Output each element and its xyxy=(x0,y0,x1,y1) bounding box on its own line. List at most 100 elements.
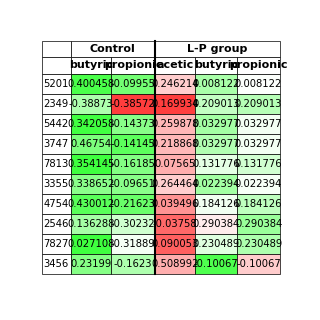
FancyBboxPatch shape xyxy=(195,254,237,274)
FancyBboxPatch shape xyxy=(111,194,155,214)
Text: 0.022394: 0.022394 xyxy=(235,179,282,189)
FancyBboxPatch shape xyxy=(71,74,111,94)
Text: 0.039496: 0.039496 xyxy=(151,199,198,209)
Text: -0.03758: -0.03758 xyxy=(153,219,197,229)
FancyBboxPatch shape xyxy=(71,234,111,254)
FancyBboxPatch shape xyxy=(195,194,237,214)
Text: 3355: 3355 xyxy=(44,179,69,189)
Text: butyric: butyric xyxy=(194,60,238,70)
FancyBboxPatch shape xyxy=(237,134,280,154)
FancyBboxPatch shape xyxy=(195,57,237,74)
FancyBboxPatch shape xyxy=(42,134,71,154)
Text: 0.136288: 0.136288 xyxy=(68,219,115,229)
FancyBboxPatch shape xyxy=(42,154,71,174)
FancyBboxPatch shape xyxy=(111,134,155,154)
Text: propionic: propionic xyxy=(104,60,162,70)
Text: 0.259878: 0.259878 xyxy=(151,119,199,129)
Text: -0.09955: -0.09955 xyxy=(111,79,156,89)
Text: 0.184126: 0.184126 xyxy=(192,199,240,209)
FancyBboxPatch shape xyxy=(111,234,155,254)
FancyBboxPatch shape xyxy=(71,194,111,214)
Text: -0.14145: -0.14145 xyxy=(111,139,156,149)
FancyBboxPatch shape xyxy=(71,254,111,274)
FancyBboxPatch shape xyxy=(195,114,237,134)
FancyBboxPatch shape xyxy=(71,57,111,74)
FancyBboxPatch shape xyxy=(42,214,71,234)
FancyBboxPatch shape xyxy=(237,214,280,234)
FancyBboxPatch shape xyxy=(111,57,155,74)
Text: 5442: 5442 xyxy=(44,119,69,129)
FancyBboxPatch shape xyxy=(155,114,195,134)
FancyBboxPatch shape xyxy=(195,154,237,174)
Text: 0.184126: 0.184126 xyxy=(235,199,282,209)
Text: 0.338652: 0.338652 xyxy=(68,179,115,189)
FancyBboxPatch shape xyxy=(237,234,280,254)
Text: 0.23199: 0.23199 xyxy=(70,259,112,269)
Text: 0.090053: 0.090053 xyxy=(151,239,198,249)
Text: -0.21623: -0.21623 xyxy=(111,199,156,209)
Text: 0.131776: 0.131776 xyxy=(235,159,282,169)
Text: 0.290384: 0.290384 xyxy=(235,219,282,229)
Text: 0.209013: 0.209013 xyxy=(192,99,240,109)
FancyBboxPatch shape xyxy=(237,94,280,114)
Text: 0.230489: 0.230489 xyxy=(235,239,282,249)
FancyBboxPatch shape xyxy=(42,42,71,57)
Text: 4754: 4754 xyxy=(44,199,69,209)
FancyBboxPatch shape xyxy=(42,194,71,214)
FancyBboxPatch shape xyxy=(111,154,155,174)
Text: 5201: 5201 xyxy=(44,79,69,89)
Text: 0.46754: 0.46754 xyxy=(71,139,112,149)
FancyBboxPatch shape xyxy=(237,154,280,174)
FancyBboxPatch shape xyxy=(111,214,155,234)
FancyBboxPatch shape xyxy=(195,134,237,154)
FancyBboxPatch shape xyxy=(155,154,195,174)
FancyBboxPatch shape xyxy=(155,134,195,154)
Text: 0.290384: 0.290384 xyxy=(192,219,240,229)
FancyBboxPatch shape xyxy=(42,234,71,254)
FancyBboxPatch shape xyxy=(111,174,155,194)
FancyBboxPatch shape xyxy=(155,234,195,254)
Text: 0.342058: 0.342058 xyxy=(68,119,115,129)
Text: -0.10067: -0.10067 xyxy=(194,259,238,269)
FancyBboxPatch shape xyxy=(155,57,195,74)
Text: -0.14373: -0.14373 xyxy=(111,119,155,129)
Text: 7827: 7827 xyxy=(44,239,69,249)
FancyBboxPatch shape xyxy=(42,114,71,134)
FancyBboxPatch shape xyxy=(71,134,111,154)
FancyBboxPatch shape xyxy=(155,194,195,214)
FancyBboxPatch shape xyxy=(195,74,237,94)
Text: propionic: propionic xyxy=(229,60,288,70)
FancyBboxPatch shape xyxy=(71,214,111,234)
Text: acetic: acetic xyxy=(156,60,194,70)
FancyBboxPatch shape xyxy=(155,254,195,274)
FancyBboxPatch shape xyxy=(195,174,237,194)
Text: 0.07565: 0.07565 xyxy=(154,159,196,169)
FancyBboxPatch shape xyxy=(42,254,71,274)
Text: 0.230489: 0.230489 xyxy=(192,239,240,249)
FancyBboxPatch shape xyxy=(195,94,237,114)
FancyBboxPatch shape xyxy=(237,74,280,94)
Text: 0.430012: 0.430012 xyxy=(68,199,115,209)
FancyBboxPatch shape xyxy=(71,154,111,174)
FancyBboxPatch shape xyxy=(155,174,195,194)
FancyBboxPatch shape xyxy=(71,42,155,57)
FancyBboxPatch shape xyxy=(42,74,71,94)
Text: -0.30232: -0.30232 xyxy=(111,219,155,229)
Text: 0.022394: 0.022394 xyxy=(192,179,240,189)
Text: -0.38572: -0.38572 xyxy=(111,99,156,109)
Text: 0.218868: 0.218868 xyxy=(151,139,198,149)
Text: -0.1623: -0.1623 xyxy=(114,259,152,269)
FancyBboxPatch shape xyxy=(237,194,280,214)
FancyBboxPatch shape xyxy=(71,114,111,134)
FancyBboxPatch shape xyxy=(71,174,111,194)
Text: -0.38873: -0.38873 xyxy=(69,99,113,109)
Text: 3747: 3747 xyxy=(44,139,69,149)
Text: 0.032977: 0.032977 xyxy=(192,139,240,149)
FancyBboxPatch shape xyxy=(237,57,280,74)
FancyBboxPatch shape xyxy=(237,254,280,274)
Text: 3456: 3456 xyxy=(44,259,69,269)
Text: -0.16185: -0.16185 xyxy=(111,159,156,169)
FancyBboxPatch shape xyxy=(111,114,155,134)
Text: L-P group: L-P group xyxy=(187,44,248,54)
Text: 7813: 7813 xyxy=(44,159,69,169)
